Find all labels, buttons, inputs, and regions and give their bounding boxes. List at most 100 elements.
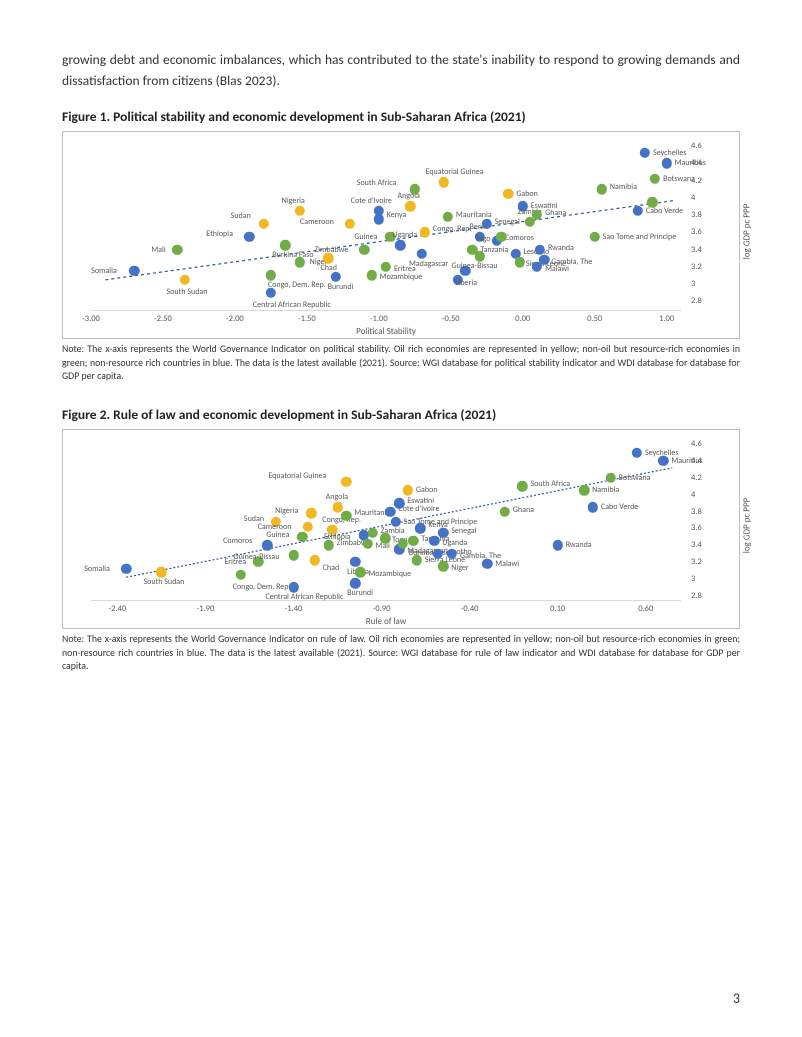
data-point: [420, 227, 430, 237]
data-point: [503, 188, 513, 198]
data-point-label: Sao Tome and Principe: [603, 232, 677, 242]
y-tick-label: 3.4: [691, 245, 702, 255]
data-point-label: Congo, Rep.: [433, 224, 472, 234]
data-point-label: Eswatini: [407, 496, 434, 506]
data-point-label: Mauritius: [671, 456, 702, 466]
x-tick-label: -0.90: [373, 604, 391, 614]
page-number: 3: [733, 990, 740, 1007]
data-point: [438, 177, 448, 187]
data-point: [385, 506, 395, 516]
data-point: [415, 523, 425, 533]
x-axis-title: Rule of law: [366, 616, 406, 627]
data-point-label: Senegal: [495, 217, 520, 227]
data-point-label: Kenya: [387, 210, 406, 220]
y-tick-label: 3: [691, 279, 695, 289]
data-point: [280, 240, 290, 250]
data-point: [658, 456, 668, 466]
data-point-label: Zimbabwe: [314, 245, 348, 255]
data-point-label: Nigeria: [275, 506, 298, 516]
data-point: [294, 206, 304, 216]
x-tick-label: 0.60: [638, 604, 653, 614]
data-point-label: Cabo Verde: [646, 206, 683, 216]
data-point: [302, 521, 312, 531]
data-point: [443, 212, 453, 222]
data-point: [374, 206, 384, 216]
data-point-label: Madagascar: [409, 259, 448, 269]
data-point: [381, 262, 391, 272]
y-tick-label: 3.2: [691, 262, 702, 272]
data-point: [408, 536, 418, 546]
data-point-label: Sudan: [231, 211, 251, 221]
data-point: [332, 502, 342, 512]
x-tick-label: 0.00: [515, 314, 530, 324]
data-point-label: Mozambique: [380, 272, 423, 282]
data-point: [661, 158, 671, 168]
x-tick-label: -3.00: [82, 314, 100, 324]
data-point-label: Seychelles: [653, 148, 686, 158]
data-point: [350, 578, 360, 588]
data-point-label: Central African Republic: [253, 300, 331, 310]
data-point-label: Gabon: [516, 189, 538, 199]
data-point-label: Congo, Dem. Rep.: [268, 280, 326, 290]
data-point: [482, 559, 492, 569]
x-tick-label: -1.50: [298, 314, 316, 324]
data-point-label: Chad: [323, 563, 340, 573]
data-point: [605, 473, 615, 483]
data-point: [266, 270, 276, 280]
y-tick-label: 3: [691, 574, 695, 584]
data-point-label: Namibia: [610, 182, 637, 192]
data-point-label: Uganda: [392, 230, 417, 240]
data-point-label: Comoros: [223, 536, 252, 546]
x-tick-label: 1.00: [659, 314, 674, 324]
data-point-label: Comoros: [505, 233, 534, 243]
data-point-label: Burkina Faso: [272, 250, 313, 260]
data-point-label: Mauritius: [675, 158, 706, 168]
x-tick-label: -2.50: [154, 314, 172, 324]
data-point-label: Mali: [151, 245, 165, 255]
data-point-label: Central African Republic: [266, 592, 344, 602]
data-point: [244, 231, 254, 241]
data-point-label: South Africa: [357, 178, 397, 188]
data-point: [515, 257, 525, 267]
data-point-label: Botswana: [663, 174, 695, 184]
data-point-label: Liberia: [455, 278, 477, 288]
data-point-label: Ghana: [545, 208, 566, 218]
figure-2-chart: -2.40-1.90-1.40-0.90-0.400.100.60Rule of…: [62, 429, 740, 629]
data-point: [403, 485, 413, 495]
data-point: [405, 201, 415, 211]
data-point: [597, 184, 607, 194]
data-point-label: Cameroon: [258, 522, 292, 532]
data-point-label: Namibia: [592, 485, 619, 495]
data-point: [474, 251, 484, 261]
data-point-label: Burundi: [328, 282, 354, 292]
data-point-label: Cote d'Ivoire: [351, 196, 392, 206]
data-point: [482, 218, 492, 228]
x-axis-title: Political Stability: [356, 326, 416, 337]
data-point-label: Rwanda: [548, 243, 574, 253]
data-point: [129, 266, 139, 276]
data-point: [395, 240, 405, 250]
x-tick-label: -1.40: [285, 604, 303, 614]
data-point: [172, 244, 182, 254]
data-point: [288, 582, 298, 592]
data-point: [266, 287, 276, 297]
data-point-label: Guinea: [354, 232, 377, 242]
x-tick-label: -0.50: [442, 314, 460, 324]
data-point-label: Ethiopia: [206, 229, 233, 239]
x-tick-label: -2.40: [109, 604, 127, 614]
data-point: [297, 532, 307, 542]
y-tick-label: 4.2: [691, 473, 702, 483]
data-point: [330, 272, 340, 282]
data-point: [412, 555, 422, 565]
y-tick-label: 2.8: [691, 296, 702, 306]
data-point-label: South Sudan: [167, 287, 208, 297]
body-paragraph: growing debt and economic imbalances, wh…: [62, 50, 740, 92]
data-point: [579, 485, 589, 495]
data-point-label: Ghana: [513, 505, 534, 515]
y-axis-title: log GDP pc PPP: [741, 498, 752, 554]
data-point: [368, 527, 378, 537]
data-point: [532, 210, 542, 220]
y-tick-label: 3.6: [691, 227, 702, 237]
x-tick-label: -1.90: [197, 604, 215, 614]
data-point-label: Chad: [320, 263, 337, 273]
